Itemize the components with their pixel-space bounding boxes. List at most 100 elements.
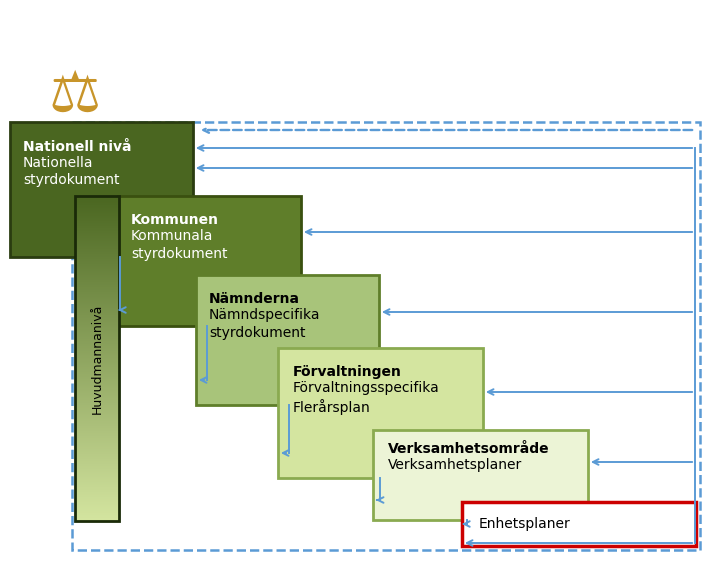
Bar <box>196 275 379 405</box>
Bar <box>75 465 119 466</box>
Bar <box>75 276 119 277</box>
Bar <box>75 268 119 269</box>
Bar <box>75 447 119 448</box>
Bar <box>75 318 119 319</box>
Bar <box>75 290 119 291</box>
Bar <box>75 372 119 373</box>
Bar <box>75 296 119 297</box>
Bar <box>75 500 119 501</box>
Bar <box>75 198 119 199</box>
Bar <box>75 294 119 295</box>
Bar <box>75 476 119 477</box>
Bar <box>75 474 119 475</box>
Bar <box>75 206 119 207</box>
Bar <box>75 209 119 210</box>
Bar <box>75 204 119 205</box>
Bar <box>75 502 119 503</box>
Bar <box>75 254 119 255</box>
Bar <box>75 340 119 341</box>
Bar <box>75 399 119 400</box>
Bar <box>75 269 119 270</box>
Bar <box>75 482 119 483</box>
Bar <box>75 435 119 436</box>
Bar <box>75 460 119 461</box>
Bar <box>75 312 119 313</box>
Bar <box>75 455 119 456</box>
Bar <box>75 417 119 418</box>
Bar <box>75 246 119 247</box>
Bar <box>75 442 119 443</box>
Bar <box>75 475 119 476</box>
Bar <box>75 292 119 293</box>
Bar <box>75 260 119 261</box>
Bar <box>75 303 119 304</box>
Bar <box>75 315 119 316</box>
Bar <box>75 458 119 459</box>
Bar <box>75 479 119 480</box>
Bar <box>75 430 119 431</box>
Bar <box>75 259 119 260</box>
Bar <box>75 392 119 393</box>
Bar <box>75 355 119 356</box>
Bar <box>75 338 119 339</box>
Bar <box>75 404 119 405</box>
Text: Enhetsplaner: Enhetsplaner <box>478 517 570 531</box>
Bar <box>75 508 119 509</box>
Text: Förvaltningen: Förvaltningen <box>292 365 401 379</box>
Bar <box>75 301 119 302</box>
Bar <box>75 225 119 226</box>
Bar <box>75 517 119 518</box>
Text: Nämndspecifika
styrdokument: Nämndspecifika styrdokument <box>209 308 320 340</box>
Bar <box>75 469 119 470</box>
Bar <box>75 317 119 318</box>
Bar <box>75 395 119 396</box>
Bar <box>75 350 119 351</box>
Bar <box>75 473 119 474</box>
Bar <box>75 434 119 435</box>
Bar <box>75 414 119 415</box>
Bar <box>75 377 119 378</box>
Bar <box>75 504 119 505</box>
Bar <box>75 274 119 275</box>
Bar <box>75 478 119 479</box>
Bar <box>75 364 119 365</box>
Bar <box>75 344 119 345</box>
Bar <box>75 326 119 327</box>
Bar <box>75 420 119 421</box>
Bar <box>75 211 119 212</box>
Bar <box>75 387 119 388</box>
Bar <box>75 285 119 286</box>
Bar <box>75 416 119 417</box>
Bar <box>75 454 119 455</box>
Bar <box>75 327 119 328</box>
Bar <box>75 298 119 299</box>
Bar <box>75 275 119 276</box>
Bar <box>72 122 700 550</box>
Bar <box>75 390 119 391</box>
Bar <box>75 313 119 314</box>
Bar <box>75 244 119 245</box>
Bar <box>75 511 119 512</box>
Bar <box>75 205 119 206</box>
Bar <box>75 263 119 264</box>
Text: Nationell nivå: Nationell nivå <box>23 139 131 153</box>
Bar <box>75 264 119 265</box>
Bar <box>75 429 119 430</box>
Bar <box>75 411 119 412</box>
Bar <box>75 256 119 257</box>
Bar <box>75 519 119 520</box>
Text: Nationella
styrdokument: Nationella styrdokument <box>23 156 120 187</box>
Bar <box>75 295 119 296</box>
Bar <box>75 207 119 208</box>
Bar <box>75 378 119 379</box>
Bar <box>75 468 119 469</box>
Bar <box>75 361 119 362</box>
Bar <box>75 360 119 361</box>
Bar <box>75 273 119 274</box>
Bar <box>75 291 119 292</box>
Bar <box>75 230 119 231</box>
Bar <box>75 520 119 521</box>
Bar <box>75 433 119 434</box>
Bar <box>75 281 119 282</box>
Bar <box>75 332 119 333</box>
